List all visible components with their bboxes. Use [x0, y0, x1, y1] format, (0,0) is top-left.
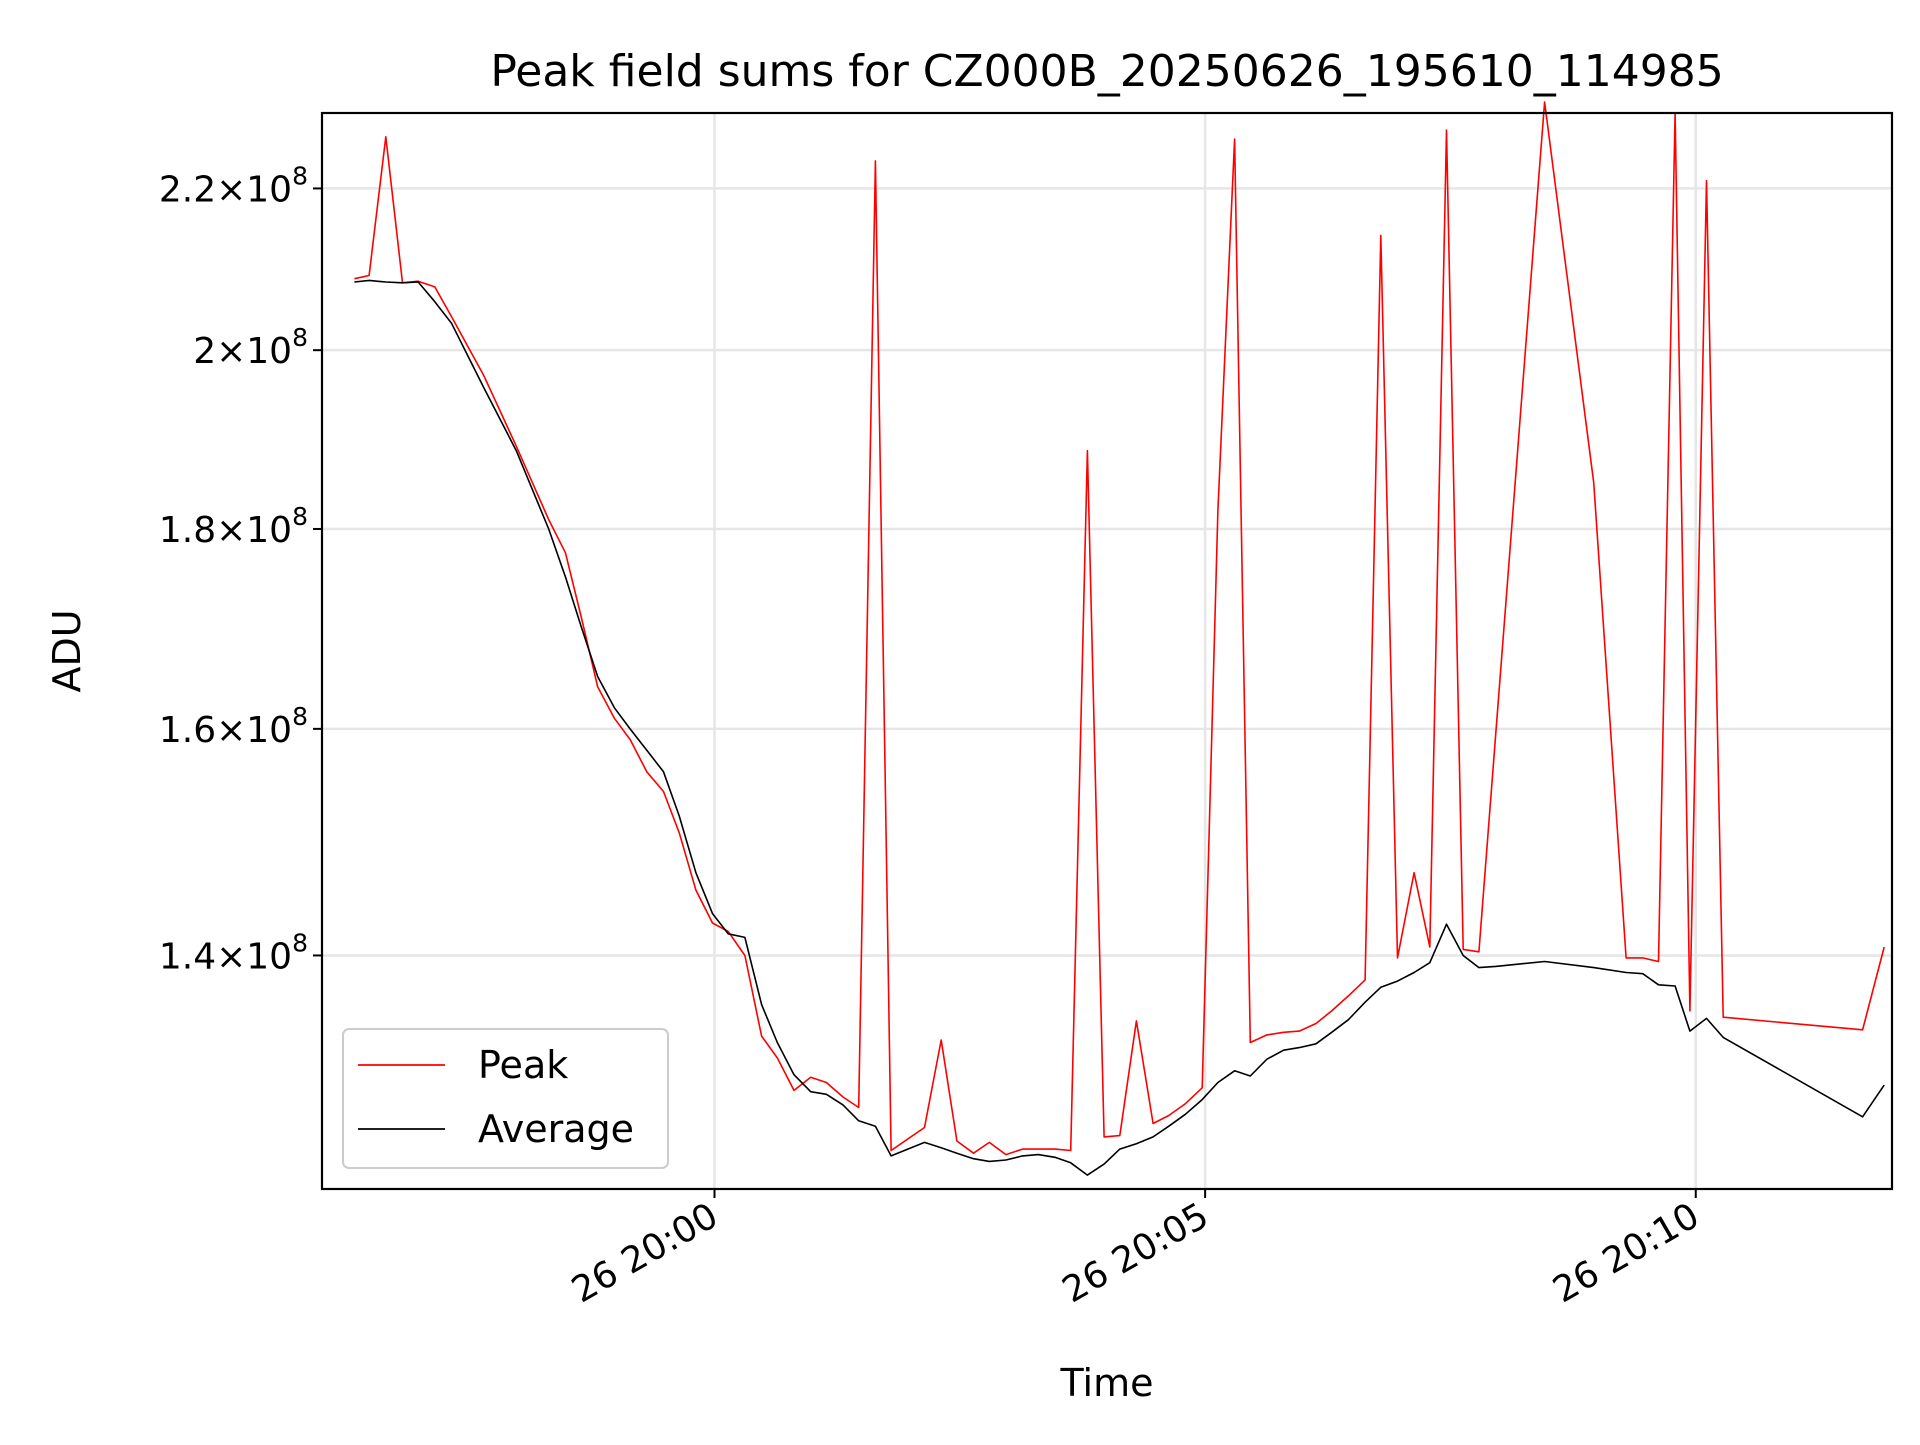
- y-tick-mantissa: 1.4: [159, 936, 216, 977]
- y-tick-label: 1.8×108: [159, 502, 308, 551]
- series-layer: [354, 101, 1885, 1176]
- x-axis-label: Time: [1060, 1361, 1154, 1405]
- y-tick-label: 2×108: [193, 323, 308, 372]
- y-tick-exponent: 8: [292, 161, 308, 190]
- y-tick-mantissa: 1.6: [159, 710, 216, 751]
- y-tick-exponent: 8: [292, 928, 308, 957]
- y-tick-times: ×10: [216, 331, 292, 372]
- legend-label-peak: Peak: [478, 1043, 568, 1087]
- y-tick-times: ×10: [216, 936, 292, 977]
- y-tick-mantissa: 2.2: [159, 169, 216, 210]
- y-tick-label: 1.4×108: [159, 928, 308, 977]
- y-tick-mantissa: 2: [193, 331, 216, 372]
- x-tick-label: 26 20:05: [1056, 1195, 1216, 1311]
- y-tick-times: ×10: [216, 710, 292, 751]
- series-line-peak: [354, 101, 1885, 1156]
- y-tick-mantissa: 1.8: [159, 510, 216, 551]
- legend-label-average: Average: [478, 1107, 634, 1151]
- legend: Peak Average: [342, 1028, 669, 1169]
- grid-layer: [322, 113, 1892, 1189]
- x-tick-label: 26 20:10: [1546, 1195, 1706, 1311]
- x-tick-label: 26 20:00: [565, 1195, 725, 1311]
- y-tick-times: ×10: [216, 169, 292, 210]
- chart-title: Peak field sums for CZ000B_20250626_1956…: [490, 46, 1723, 97]
- y-tick-label: 1.6×108: [159, 702, 308, 751]
- y-tick-exponent: 8: [292, 502, 308, 531]
- y-tick-times: ×10: [216, 510, 292, 551]
- y-tick-exponent: 8: [292, 702, 308, 731]
- y-tick-label: 2.2×108: [159, 161, 308, 210]
- plot-frame: [320, 111, 1894, 1191]
- series-line-average: [354, 279, 1885, 1176]
- y-tick-exponent: 8: [292, 323, 308, 352]
- legend-box: [342, 1028, 669, 1169]
- y-axis-label: ADU: [45, 609, 89, 692]
